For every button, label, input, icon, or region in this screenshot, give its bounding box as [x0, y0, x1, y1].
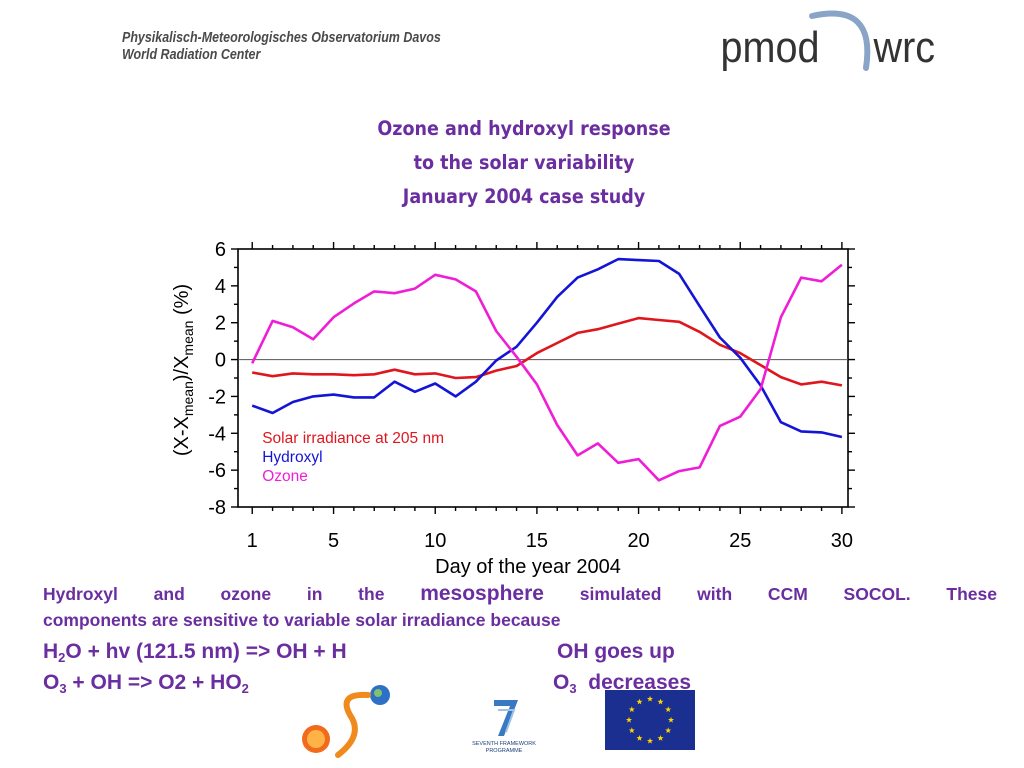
x-tick-label: 30 [831, 530, 853, 552]
eu-star-icon [636, 734, 643, 741]
eq2-result-part-a: O [553, 671, 570, 694]
institute-name: Physikalisch-Meteorologisches Observator… [122, 30, 441, 64]
y-tick-label: -2 [208, 386, 226, 408]
fp7-text-line-2: PROGRAMME [486, 748, 523, 754]
eu-star-icon [657, 734, 664, 741]
eu-star-icon [665, 706, 672, 713]
y-tick-label: -4 [208, 423, 226, 445]
equation-2: O3 + OH => O2 + HO2 [43, 671, 249, 696]
y-tick-label: 2 [215, 313, 226, 335]
equation-1-result: OH goes up [557, 640, 675, 663]
y-axis-label: (X-Xmean)/Xmean (%) [171, 284, 196, 456]
eu-star-icon [667, 716, 675, 723]
logo-text-wrc: wrc [873, 22, 936, 71]
eu-star-icon [657, 698, 664, 705]
y-axis-label-part: )/X [171, 356, 193, 382]
x-tick-label: 15 [526, 530, 548, 552]
eq2-result-subscript: 3 [569, 681, 577, 696]
logo-arc [809, 10, 871, 71]
institute-line-1: Physikalisch-Meteorologisches Observator… [122, 30, 441, 46]
eu-star-icon [646, 695, 654, 702]
series-line-ozone [251, 263, 843, 482]
title-line-1: Ozone and hydroxyl response [377, 117, 671, 140]
institute-line-2: World Radiation Center [122, 47, 261, 63]
y-axis-label-part: mean [180, 321, 196, 356]
description-line-2: components are sensitive to variable sol… [43, 610, 561, 630]
description-part-2: simulated with CCM SOCOL. These [579, 584, 997, 604]
eu-flag [605, 690, 695, 750]
logo-text-pmod: pmod [721, 22, 820, 71]
description-part-1: Hydroxyl and ozone in the [43, 584, 385, 604]
eq2-result-part-b: decreases [576, 671, 692, 694]
x-tick-label: 1 [247, 530, 258, 552]
title-line-3: January 2004 case study [402, 185, 646, 208]
y-tick-label: -8 [208, 497, 226, 519]
x-tick-label: 5 [328, 530, 339, 552]
eu-star-icon [625, 716, 633, 723]
y-tick-label: 0 [215, 350, 226, 372]
x-axis-label: Day of the year 2004 [435, 556, 621, 578]
legend-entry: Hydroxyl [262, 449, 322, 466]
y-axis-label-part: (X-X [171, 416, 193, 456]
equation-2-result: O3 decreases [553, 671, 691, 696]
eq1-part-b: O + hv (121.5 nm) => OH + H [65, 640, 347, 663]
eu-star-icon [646, 737, 654, 744]
fp7-logo: SEVENTH FRAMEWORK PROGRAMME [472, 700, 536, 754]
x-tick-label: 20 [627, 530, 649, 552]
eq2-part-b: + OH => O2 + HO [66, 671, 242, 694]
equation-1: H2O + hv (121.5 nm) => OH + H [43, 640, 347, 665]
description-keyword: mesosphere [420, 582, 544, 605]
eq2-part-a: O [43, 671, 60, 694]
socol-logo [302, 685, 390, 758]
eq2-subscript-1: 3 [59, 681, 67, 696]
y-tick-label: 4 [215, 276, 226, 298]
s-swoosh [335, 691, 371, 758]
eu-star-icon [628, 727, 635, 734]
fp7-text-line-1: SEVENTH FRAMEWORK [472, 741, 536, 747]
pmod-wrc-logo: pmod wrc [721, 10, 936, 71]
eu-star-icon [636, 698, 643, 705]
y-tick-label: 6 [215, 239, 226, 261]
eq1-part-a: H [43, 640, 59, 663]
x-tick-label: 10 [424, 530, 446, 552]
description-line-1: Hydroxyl and ozone in the mesosphere sim… [43, 580, 997, 608]
y-axis-label-part: mean [180, 381, 196, 416]
x-tick-label: 25 [729, 530, 751, 552]
legend-entry: Solar irradiance at 205 nm [262, 430, 444, 447]
legend-entry: Ozone [262, 468, 308, 485]
eq1-subscript: 2 [58, 650, 66, 665]
eu-star-icon [665, 727, 672, 734]
title-line-2: to the solar variability [413, 151, 635, 174]
slide-title: Ozone and hydroxyl response to the solar… [224, 112, 824, 214]
eu-star-icon [628, 706, 635, 713]
eq2-subscript-2: 2 [241, 681, 249, 696]
series-line-solar-irradiance-at-205-nm [251, 316, 843, 387]
series-line-hydroxyl [251, 257, 843, 439]
y-tick-label: -6 [208, 460, 226, 482]
y-axis-label-part: (%) [171, 284, 193, 321]
